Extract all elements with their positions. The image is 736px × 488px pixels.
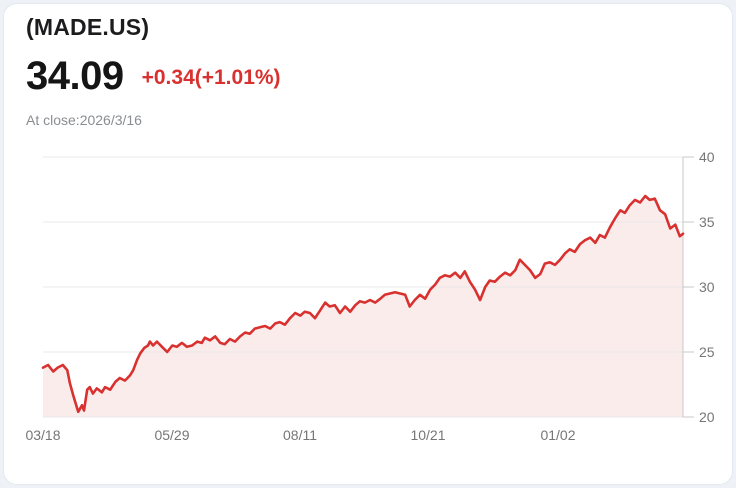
price-row: 34.09 +0.34(+1.01%) [26,56,281,96]
x-tick-label: 03/18 [25,427,60,443]
price-change: +0.34(+1.01%) [141,66,281,89]
price-area [43,196,683,417]
x-tick-label: 01/02 [540,427,575,443]
y-tick-label: 35 [699,214,715,230]
price-chart: 40 35 30 25 20 03/18 05/29 08/11 10/21 01/02 [0,145,736,455]
close-timestamp: At close:2026/3/16 [26,112,142,128]
last-price: 34.09 [26,54,124,98]
y-tick-label: 30 [699,279,715,295]
price-line [41,194,685,414]
y-tick-label: 20 [699,409,715,425]
x-tick-label: 08/11 [283,427,317,443]
x-tick-label: 10/21 [410,427,445,443]
ticker-symbol: (MADE.US) [26,14,150,40]
quote-card [3,3,733,485]
y-tick-label: 40 [699,149,715,165]
y-tick-label: 25 [699,344,715,360]
price-chart-svg: 40 35 30 25 20 03/18 05/29 08/11 10/21 01/02 [25,149,715,443]
x-tick-label: 05/29 [154,427,189,443]
